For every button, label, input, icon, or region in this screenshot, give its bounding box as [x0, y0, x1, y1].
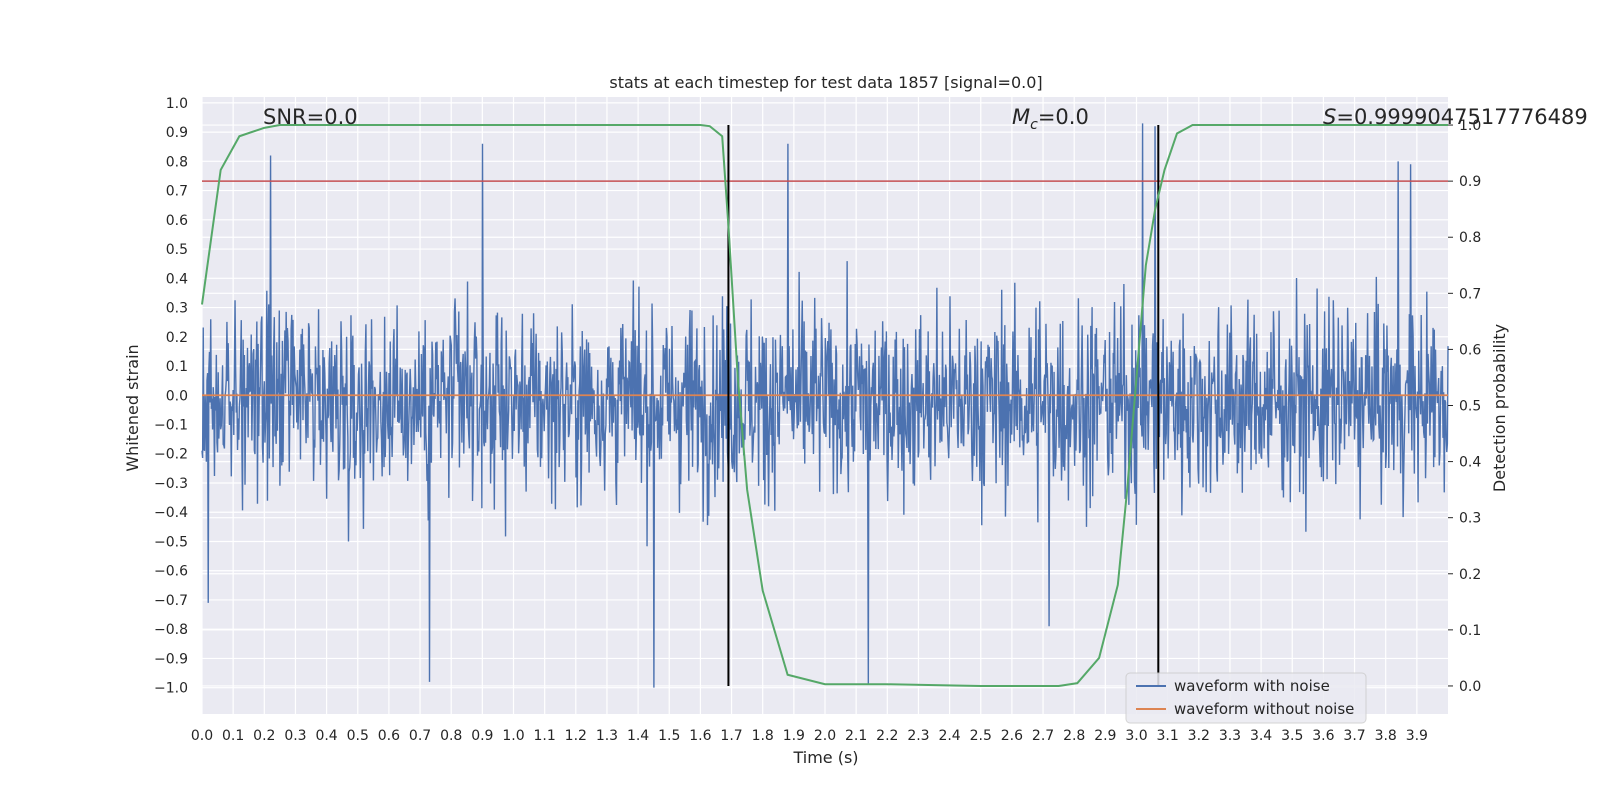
s-symbol: S — [1323, 105, 1336, 129]
x-tick-label: 3.5 — [1281, 728, 1303, 744]
y-tick-label: −0.8 — [154, 622, 188, 638]
y-tick-label: 1.0 — [166, 96, 188, 112]
y2-tick-label: 0.6 — [1459, 342, 1481, 358]
x-tick-label: 0.9 — [471, 728, 493, 744]
x-tick-label: 2.4 — [938, 728, 960, 744]
y-tick-label: 0.9 — [166, 125, 188, 141]
x-tick-label: 2.5 — [970, 728, 992, 744]
x-tick-label: 3.2 — [1188, 728, 1210, 744]
x-tick-label: 0.1 — [222, 728, 244, 744]
y-tick-label: 0.3 — [166, 301, 188, 317]
y2-tick-label: 0.3 — [1459, 511, 1481, 527]
y2-tick-label: 0.5 — [1459, 399, 1481, 415]
x-tick-label: 2.2 — [876, 728, 898, 744]
y-tick-label: 0.8 — [166, 154, 188, 170]
x-tick-label: 3.7 — [1343, 728, 1365, 744]
x-tick-label: 1.2 — [565, 728, 587, 744]
x-tick-label: 3.3 — [1219, 728, 1241, 744]
x-tick-label: 3.8 — [1375, 728, 1397, 744]
y-tick-label: 0.7 — [166, 184, 188, 200]
legend-label-clean: waveform without noise — [1174, 700, 1354, 718]
y-tick-label: −0.1 — [154, 418, 188, 434]
y-axis-label: Whitened strain — [123, 344, 142, 471]
x-tick-label: 0.4 — [315, 728, 337, 744]
y-tick-label: 0.5 — [166, 242, 188, 258]
x-tick-label: 0.3 — [284, 728, 306, 744]
x-tick-label: 0.7 — [409, 728, 431, 744]
x-tick-label: 1.7 — [720, 728, 742, 744]
x-tick-label: 2.1 — [845, 728, 867, 744]
y-axis-ticks: 1.0 0.9 0.8 0.7 0.6 0.5 0.4 0.3 0.2 0.1 0.0 −0.1 −0.… — [154, 96, 188, 697]
x-tick-label: 2.7 — [1032, 728, 1054, 744]
y-tick-label: 0.0 — [166, 388, 188, 404]
x-tick-label: 1.0 — [502, 728, 524, 744]
x-axis-ticks: 0.0 0.1 0.2 0.3 0.4 0.5 0.6 0.7 0.8 0.9 1.0 1.1 1.2 1… — [191, 728, 1428, 744]
y2-tick-label: 0.4 — [1459, 455, 1481, 471]
x-tick-label: 1.4 — [627, 728, 649, 744]
s-annotation: S=0.9999047517776489 — [1323, 105, 1588, 129]
x-tick-label: 1.3 — [596, 728, 618, 744]
y2-tick-label: 0.7 — [1459, 286, 1481, 302]
x-tick-label: 3.0 — [1125, 728, 1147, 744]
s-value: =0.9999047517776489 — [1336, 105, 1587, 129]
mc-symbol: M — [1012, 105, 1030, 129]
chart-title: stats at each timestep for test data 185… — [609, 73, 1042, 92]
y-tick-label: −0.2 — [154, 447, 188, 463]
x-tick-label: 2.3 — [907, 728, 929, 744]
x-tick-label: 1.9 — [783, 728, 805, 744]
x-tick-label: 1.1 — [534, 728, 556, 744]
y2-tick-label: 0.9 — [1459, 174, 1481, 190]
legend: waveform with noise waveform without noi… — [1126, 673, 1366, 723]
y-tick-label: 0.6 — [166, 213, 188, 229]
y2-axis-label: Detection probability — [1490, 324, 1509, 492]
y-tick-label: −1.0 — [154, 681, 188, 697]
x-tick-label: 2.8 — [1063, 728, 1085, 744]
x-tick-label: 0.8 — [440, 728, 462, 744]
x-tick-label: 2.0 — [814, 728, 836, 744]
y2-tick-label: 0.0 — [1459, 679, 1481, 695]
snr-annotation: SNR=0.0 — [263, 105, 358, 129]
x-tick-label: 0.5 — [347, 728, 369, 744]
x-tick-label: 1.6 — [689, 728, 711, 744]
x-tick-label: 3.1 — [1157, 728, 1179, 744]
y2-tick-label: 0.1 — [1459, 623, 1481, 639]
mc-value: =0.0 — [1038, 105, 1089, 129]
x-tick-label: 2.6 — [1001, 728, 1023, 744]
x-tick-label: 1.8 — [752, 728, 774, 744]
legend-label-noise: waveform with noise — [1174, 677, 1330, 695]
y-tick-label: 0.4 — [166, 271, 188, 287]
y2-tick-label: 0.2 — [1459, 567, 1481, 583]
y-tick-label: 0.2 — [166, 330, 188, 346]
x-axis-label: Time (s) — [792, 748, 858, 767]
x-tick-label: 0.0 — [191, 728, 213, 744]
y-tick-label: −0.4 — [154, 505, 188, 521]
x-tick-label: 3.4 — [1250, 728, 1272, 744]
x-tick-label: 3.6 — [1312, 728, 1334, 744]
y-tick-label: −0.9 — [154, 651, 188, 667]
x-tick-label: 1.5 — [658, 728, 680, 744]
mc-annotation: Mc=0.0 — [1012, 105, 1089, 133]
y-tick-label: −0.6 — [154, 564, 188, 580]
y-tick-label: −0.7 — [154, 593, 188, 609]
y2-tick-label: 0.8 — [1459, 230, 1481, 246]
x-tick-label: 3.9 — [1406, 728, 1428, 744]
x-tick-label: 0.6 — [378, 728, 400, 744]
x-tick-label: 2.9 — [1094, 728, 1116, 744]
x-tick-label: 0.2 — [253, 728, 275, 744]
y2-axis-ticks: 0.00.10.20.30.40.50.60.70.80.91.0 — [1448, 118, 1481, 695]
y-tick-label: −0.5 — [154, 534, 188, 550]
y-tick-label: 0.1 — [166, 359, 188, 375]
y-tick-label: −0.3 — [154, 476, 188, 492]
